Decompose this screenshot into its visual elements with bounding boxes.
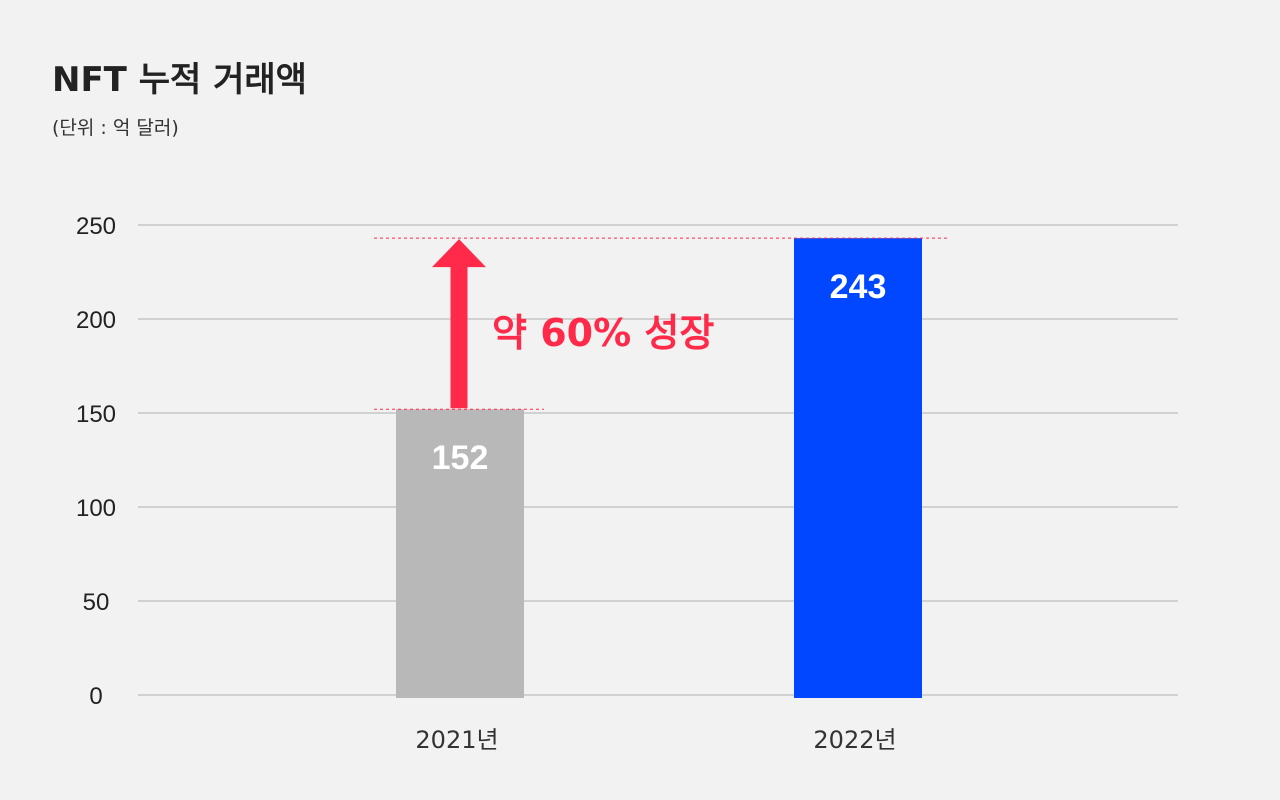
- gridlines: [138, 224, 1178, 696]
- y-tick-label: 250: [76, 213, 116, 240]
- bar: [396, 409, 524, 698]
- chart-title: NFT 누적 거래액: [52, 60, 307, 100]
- chart-subtitle: (단위 : 억 달러): [52, 117, 179, 139]
- growth-arrow-shaft: [450, 265, 468, 409]
- y-tick-label: 0: [89, 683, 102, 710]
- bar: [794, 238, 922, 698]
- growth-label: 약 60% 성장: [492, 311, 714, 355]
- y-tick-label: 100: [76, 495, 116, 522]
- y-tick-label: 200: [76, 307, 116, 334]
- bar-value-label: 152: [432, 439, 489, 477]
- arrow-up-icon: [432, 239, 486, 268]
- bars: 152 243: [396, 238, 922, 698]
- growth-annotation: 약 60% 성장: [374, 237, 950, 410]
- x-axis-categories: 2021년 2022년: [415, 726, 896, 754]
- x-category-label: 2022년: [813, 726, 896, 754]
- y-tick-label: 150: [76, 401, 116, 428]
- bar-value-label: 243: [830, 268, 887, 306]
- y-tick-label: 50: [83, 589, 110, 616]
- x-category-label: 2021년: [415, 726, 498, 754]
- y-axis-ticks: 0 50 100 150 200 250: [76, 213, 116, 710]
